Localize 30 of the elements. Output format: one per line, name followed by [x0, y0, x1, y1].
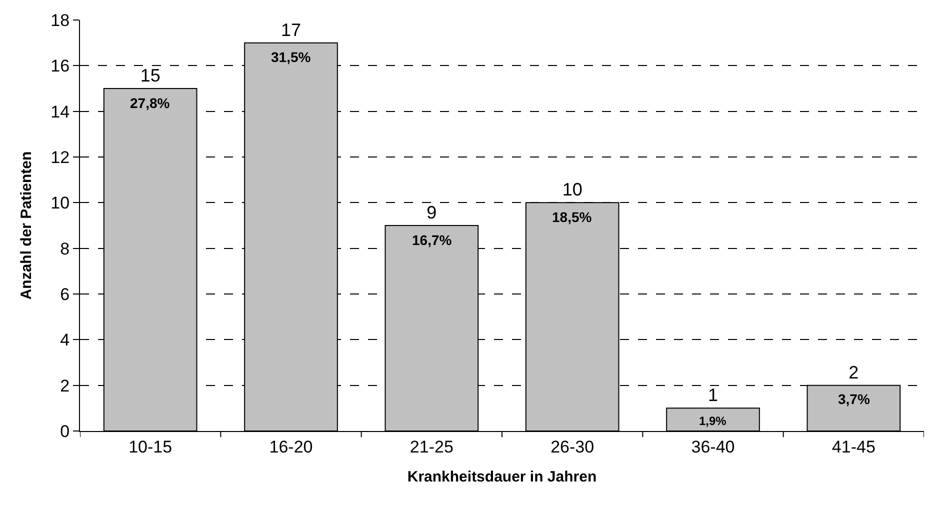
y-tick-label: 12	[50, 148, 70, 167]
y-tick-label: 18	[50, 10, 70, 30]
annotation: 1,9%	[699, 414, 727, 428]
x-tick-label: 26-30	[550, 437, 594, 456]
annotation: 3,7%	[838, 391, 870, 407]
data-label: 2	[848, 362, 859, 382]
annotation: 18,5%	[552, 209, 592, 225]
x-tick-label: 10-15	[128, 437, 172, 456]
annotation: 31,5%	[271, 49, 312, 65]
y-axis-title: Anzahl der Patienten	[18, 151, 35, 300]
y-tick-label: 14	[50, 102, 70, 122]
y-tick-label: 8	[60, 239, 70, 258]
y-tick-label: 16	[50, 56, 70, 76]
data-label: 1	[708, 385, 718, 406]
x-tick-label: 21-25	[410, 437, 454, 456]
y-tick-label: 6	[60, 284, 70, 304]
data-label: 15	[140, 66, 160, 86]
data-label: 17	[280, 20, 302, 40]
y-tick-label: 10	[50, 194, 70, 213]
y-tick-label: 4	[60, 330, 70, 350]
y-tick-label: 2	[60, 376, 70, 396]
data-label: 10	[562, 180, 582, 200]
y-tick-label: 0	[60, 422, 70, 441]
x-tick-label: 36-40	[691, 437, 735, 456]
x-tick-label: 41-45	[832, 437, 876, 456]
annotation: 16,7%	[412, 232, 452, 248]
x-axis-title: Krankheitsdauer in Jahren	[407, 468, 597, 486]
data-label: 9	[426, 202, 437, 222]
x-tick-label: 16-20	[269, 437, 313, 456]
annotation: 27,8%	[130, 95, 170, 111]
